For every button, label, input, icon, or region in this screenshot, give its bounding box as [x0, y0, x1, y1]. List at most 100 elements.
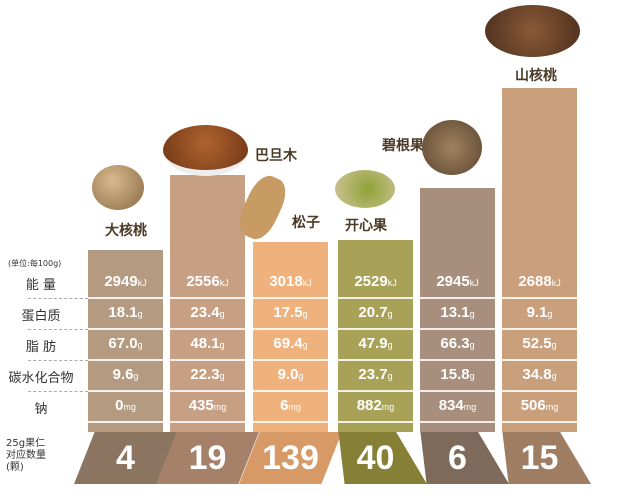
value: 9.6 [112, 366, 134, 383]
row-label: 碳水化合物 [8, 371, 74, 386]
unit: g [547, 309, 553, 319]
unit: g [219, 340, 225, 350]
unit: g [469, 371, 475, 381]
unit: kJ [551, 278, 561, 288]
unit: mg [545, 402, 559, 412]
value: 22.3 [190, 366, 220, 383]
unit-note: (单位:每100g) [8, 259, 62, 268]
value-cell: 47.9g [338, 331, 413, 357]
cell-separator [420, 297, 495, 299]
value: 17.5 [273, 304, 303, 321]
value: 0 [115, 397, 124, 414]
nut-name: 松子 [292, 215, 320, 231]
value-cell: 15.8g [420, 362, 495, 388]
unit: mg [288, 402, 301, 412]
cell-separator [170, 328, 245, 330]
cell-separator [420, 390, 495, 392]
value-cell: 48.1g [170, 331, 245, 357]
nut-column: 2688kJ 9.1g 52.5g 34.8g 506mg [502, 88, 577, 432]
cell-separator [253, 297, 328, 299]
value-cell: 13.1g [420, 300, 495, 326]
hickory-nut-image [485, 5, 580, 57]
nut-name: 开心果 [345, 218, 387, 234]
value: 506 [520, 397, 546, 414]
value-cell: 506mg [502, 393, 577, 419]
value: 2945 [436, 273, 470, 290]
cell-separator [253, 421, 328, 423]
nut-column: 2949kJ 18.1g 67.0g 9.6g 0mg [88, 250, 163, 432]
value: 66.3 [440, 335, 470, 352]
cell-separator [338, 328, 413, 330]
value-cell: 9.6g [88, 362, 163, 388]
cell-separator [420, 328, 495, 330]
unit: g [302, 309, 308, 319]
value-cell: 20.7g [338, 300, 413, 326]
cell-separator [338, 390, 413, 392]
value-cell: 18.1g [88, 300, 163, 326]
value-cell: 2556kJ [170, 269, 245, 295]
row-label: 蛋白质 [21, 309, 61, 324]
unit: mg [381, 402, 395, 412]
unit: g [302, 340, 308, 350]
nut-name: 山核桃 [515, 68, 557, 84]
value-cell: 0mg [88, 393, 163, 419]
value-cell: 435mg [170, 393, 245, 419]
count-label-line: 对应数量 [6, 450, 46, 461]
cell-separator [502, 359, 577, 361]
value-cell: 2945kJ [420, 269, 495, 295]
count-label-line: 25g果仁 [6, 438, 46, 449]
value: 47.9 [358, 335, 388, 352]
unit: g [387, 309, 393, 319]
unit: g [387, 340, 393, 350]
nut-column: 3018kJ 17.5g 69.4g 9.0g 6mg [253, 242, 328, 432]
cell-separator [502, 421, 577, 423]
nut-column: 2529kJ 20.7g 47.9g 23.7g 882mg [338, 240, 413, 432]
unit: g [551, 340, 557, 350]
cell-separator [170, 359, 245, 361]
value: 15.8 [440, 366, 470, 383]
cell-separator [338, 359, 413, 361]
value-cell: 17.5g [253, 300, 328, 326]
unit: g [219, 371, 225, 381]
nut-column: 2556kJ 23.4g 48.1g 22.3g 435mg [170, 175, 245, 432]
value: 9.1 [526, 304, 548, 321]
pecan-image [422, 120, 482, 175]
value-cell: 34.8g [502, 362, 577, 388]
unit: mg [213, 402, 227, 412]
nut-name: 大核桃 [105, 223, 147, 239]
value: 2949 [104, 273, 138, 290]
value-cell: 69.4g [253, 331, 328, 357]
value: 2688 [518, 273, 552, 290]
nut-name: 碧根果 [382, 138, 424, 154]
unit: kJ [469, 278, 479, 288]
row-divider [28, 329, 88, 330]
unit: kJ [137, 278, 147, 288]
value-cell: 9.1g [502, 300, 577, 326]
value: 3018 [269, 273, 303, 290]
value: 52.5 [522, 335, 552, 352]
value: 23.7 [358, 366, 388, 383]
cell-separator [170, 297, 245, 299]
value-cell: 3018kJ [253, 269, 328, 295]
cell-separator [170, 421, 245, 423]
value-cell: 22.3g [170, 362, 245, 388]
value-cell: 2949kJ [88, 269, 163, 295]
cell-separator [253, 390, 328, 392]
row-label: 能 量 [25, 278, 57, 293]
unit: g [137, 340, 143, 350]
cell-separator [88, 421, 163, 423]
cell-separator [170, 390, 245, 392]
value-cell: 2529kJ [338, 269, 413, 295]
unit: g [219, 309, 225, 319]
unit: g [298, 371, 304, 381]
nut-column: 2945kJ 13.1g 66.3g 15.8g 834mg [420, 188, 495, 432]
value-cell: 9.0g [253, 362, 328, 388]
row-divider [28, 360, 88, 361]
unit: g [133, 371, 139, 381]
unit: g [469, 340, 475, 350]
unit: g [469, 309, 475, 319]
cell-separator [338, 421, 413, 423]
value: 2529 [354, 273, 388, 290]
value-cell: 6mg [253, 393, 328, 419]
cell-separator [502, 328, 577, 330]
